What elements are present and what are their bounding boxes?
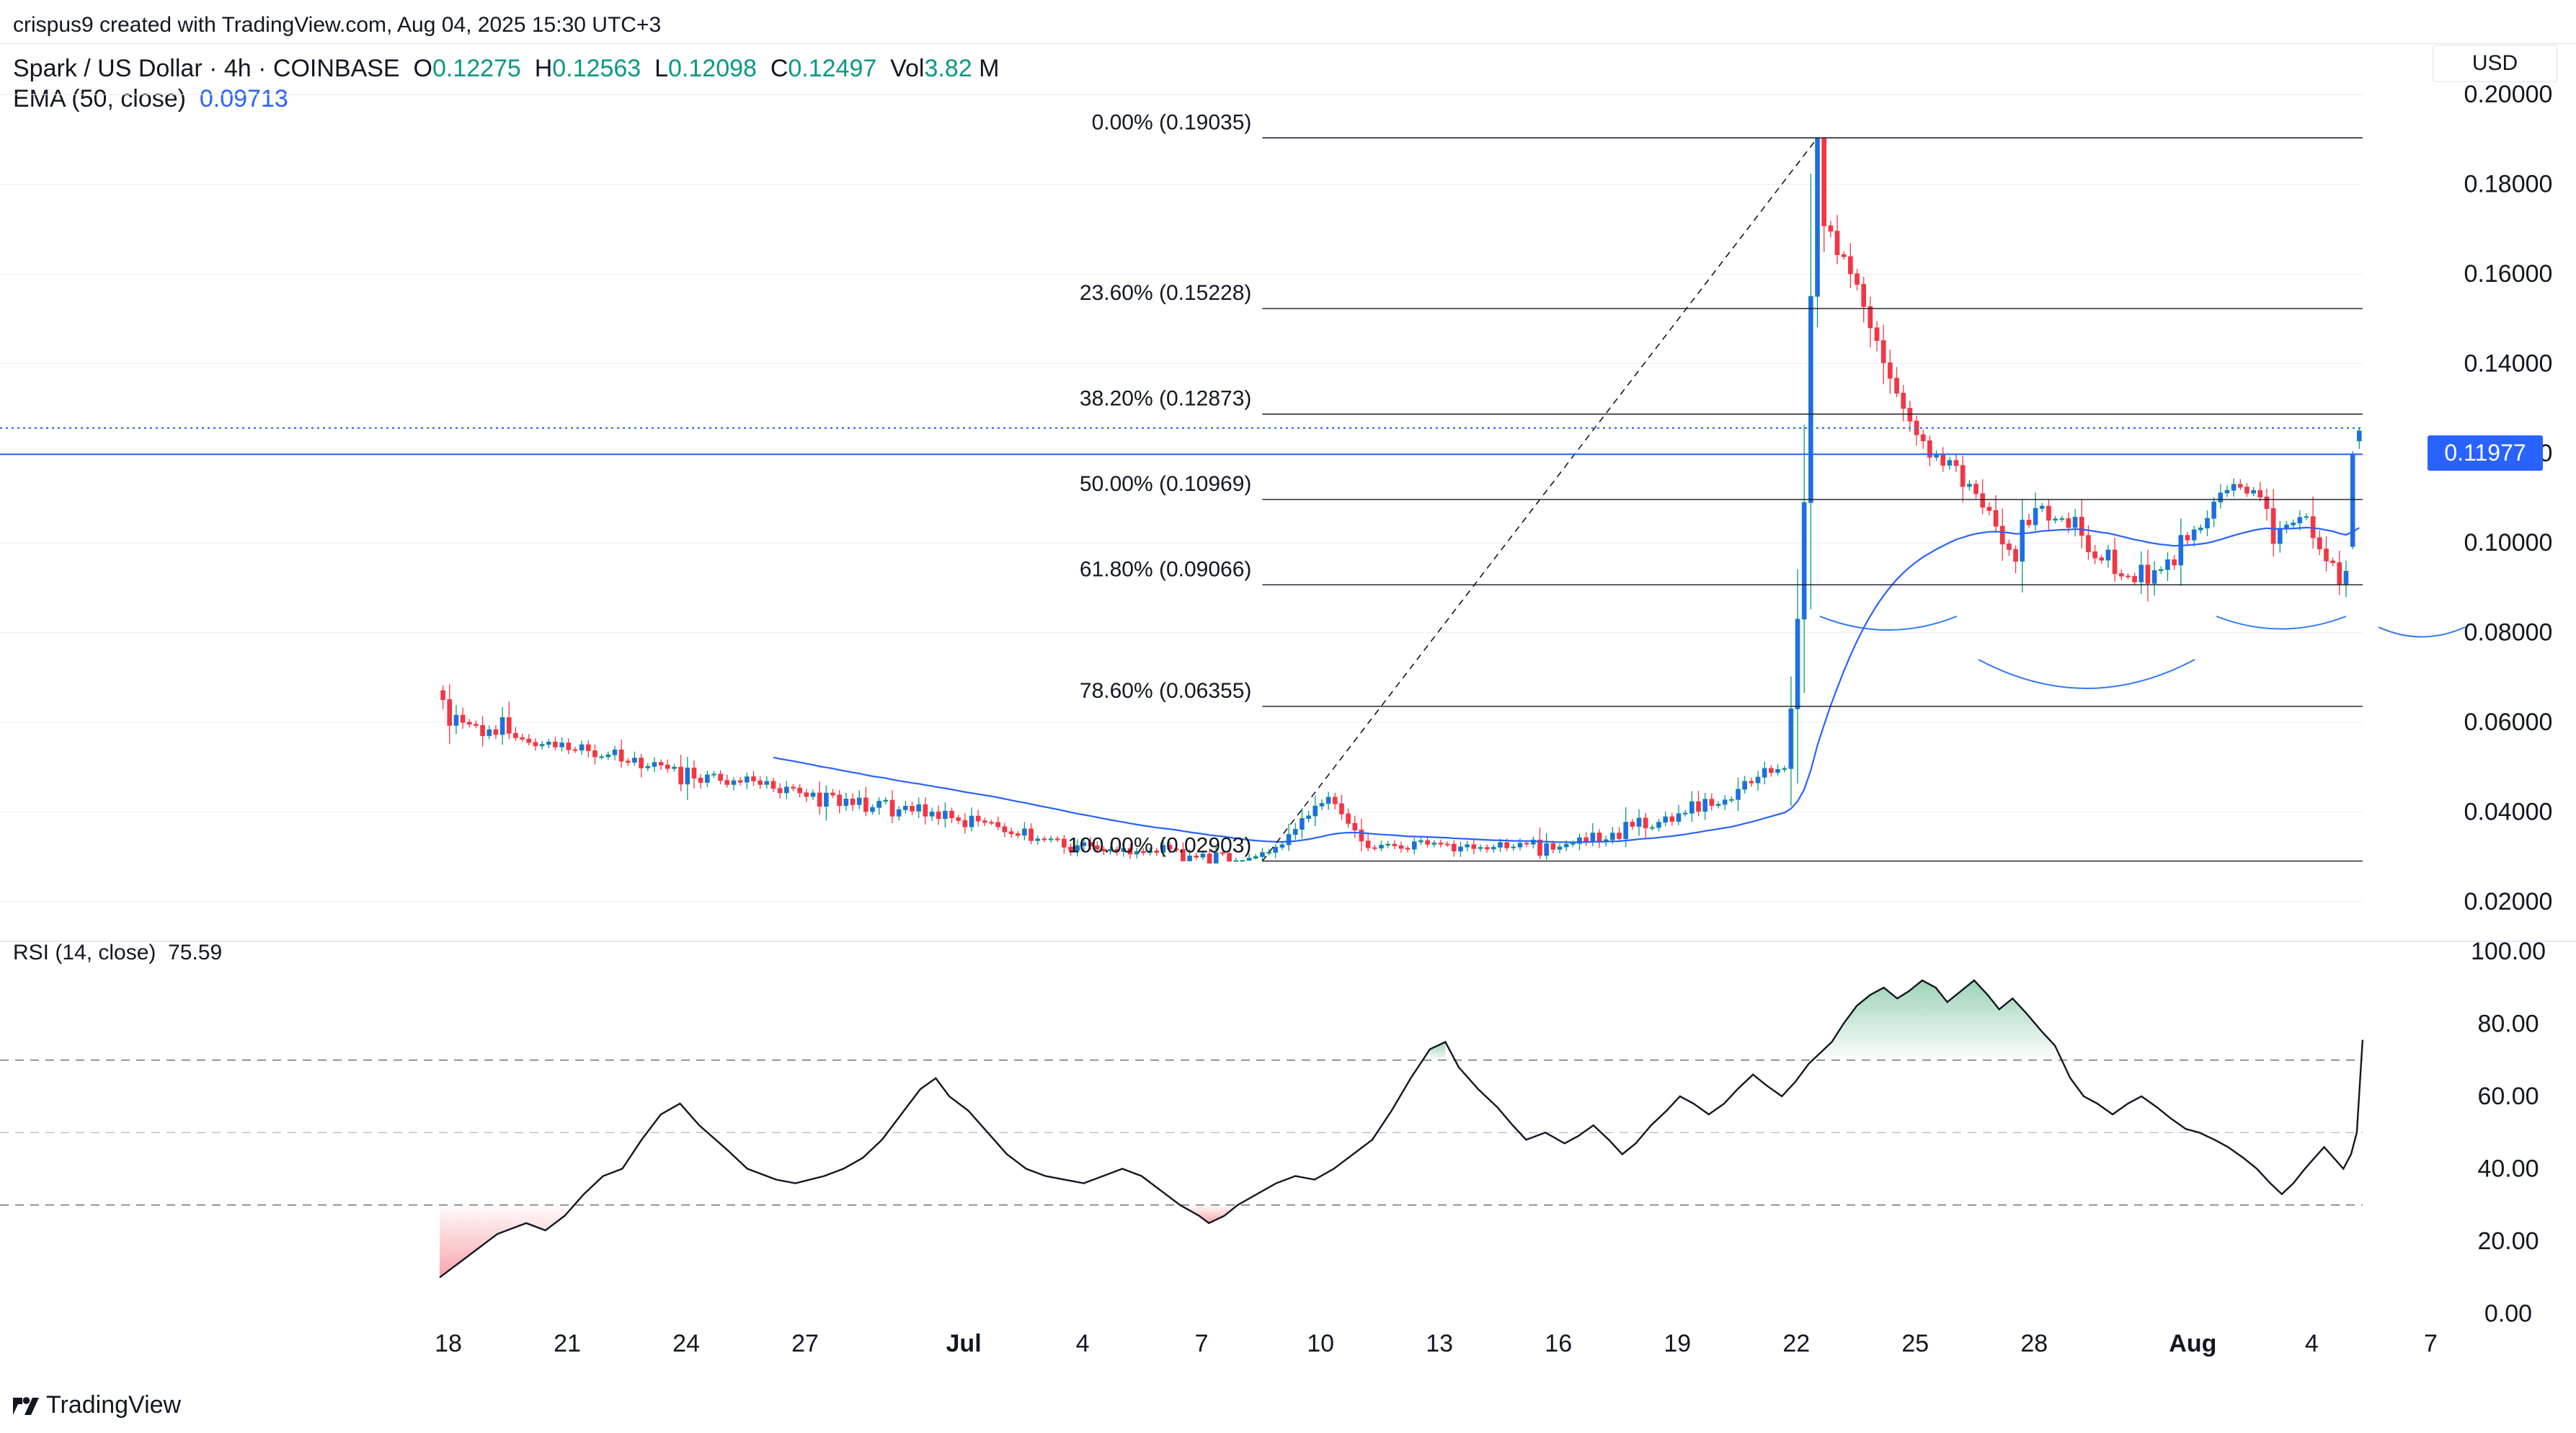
svg-text:22: 22: [1782, 1330, 1810, 1357]
svg-text:Aug: Aug: [2169, 1330, 2216, 1357]
svg-text:24: 24: [672, 1330, 700, 1357]
svg-text:4: 4: [2305, 1330, 2319, 1357]
svg-text:80.00: 80.00: [2477, 1010, 2539, 1037]
svg-text:27: 27: [791, 1330, 819, 1357]
svg-text:100.00% (0.02903): 100.00% (0.02903): [1067, 834, 1251, 858]
svg-text:4: 4: [1076, 1330, 1090, 1357]
svg-text:0.18000: 0.18000: [2464, 171, 2553, 198]
svg-text:50.00% (0.10969): 50.00% (0.10969): [1080, 472, 1252, 496]
svg-text:20.00: 20.00: [2477, 1228, 2539, 1255]
svg-text:0.10000: 0.10000: [2464, 529, 2553, 556]
svg-text:100.00: 100.00: [2471, 938, 2546, 965]
svg-text:0.00% (0.19035): 0.00% (0.19035): [1092, 110, 1252, 134]
svg-text:Jul: Jul: [946, 1330, 982, 1357]
svg-text:0.20000: 0.20000: [2464, 81, 2553, 108]
svg-text:10: 10: [1307, 1330, 1334, 1357]
svg-text:28: 28: [2020, 1330, 2048, 1357]
svg-text:0.04000: 0.04000: [2464, 798, 2553, 825]
svg-text:61.80% (0.09066): 61.80% (0.09066): [1080, 557, 1252, 581]
svg-text:16: 16: [1545, 1330, 1572, 1357]
svg-text:0.14000: 0.14000: [2464, 350, 2553, 377]
svg-text:18: 18: [435, 1330, 462, 1357]
svg-text:0.00: 0.00: [2484, 1300, 2532, 1327]
svg-text:7: 7: [1195, 1330, 1209, 1357]
svg-text:23.60% (0.15228): 23.60% (0.15228): [1080, 281, 1252, 305]
svg-text:21: 21: [554, 1330, 581, 1357]
svg-text:13: 13: [1426, 1330, 1453, 1357]
svg-text:0.08000: 0.08000: [2464, 619, 2553, 647]
svg-text:25: 25: [1901, 1330, 1929, 1357]
svg-text:78.60% (0.06355): 78.60% (0.06355): [1080, 679, 1252, 703]
svg-text:60.00: 60.00: [2477, 1083, 2539, 1110]
svg-text:0.06000: 0.06000: [2464, 709, 2553, 736]
svg-text:38.20% (0.12873): 38.20% (0.12873): [1080, 387, 1252, 411]
svg-text:19: 19: [1664, 1330, 1691, 1357]
svg-text:7: 7: [2424, 1330, 2438, 1357]
svg-text:0.16000: 0.16000: [2464, 260, 2553, 288]
svg-text:40.00: 40.00: [2477, 1155, 2539, 1182]
svg-text:0.02000: 0.02000: [2464, 888, 2553, 915]
